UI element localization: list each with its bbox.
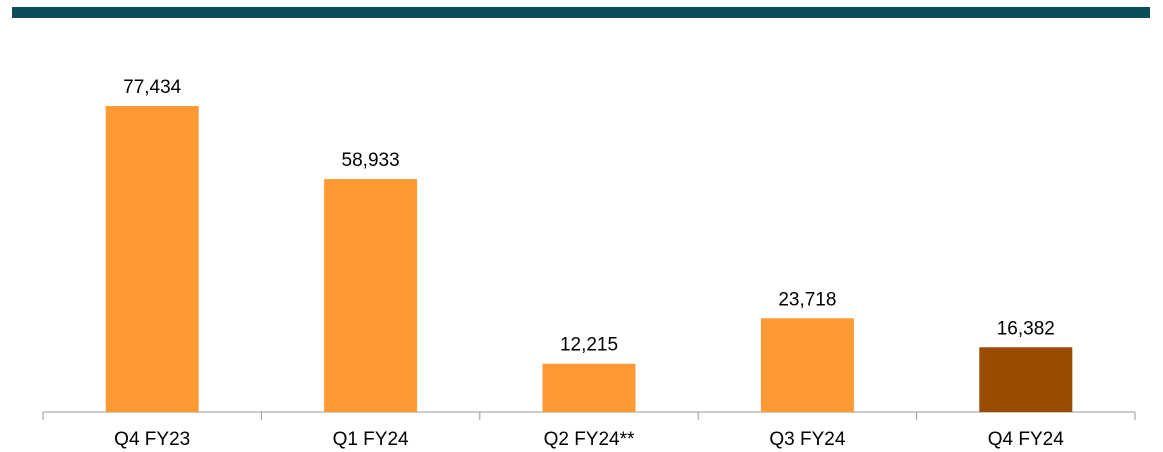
- bar: [760, 318, 854, 412]
- bar: [324, 179, 418, 412]
- x-tick-label: Q2 FY24**: [544, 429, 635, 450]
- data-label: 23,718: [778, 289, 836, 310]
- data-label: 58,933: [342, 150, 400, 171]
- data-label: 77,434: [123, 77, 182, 98]
- data-label: 16,382: [997, 318, 1055, 339]
- x-tick-label: Q3 FY24: [769, 429, 845, 450]
- x-tick-label: Q4 FY23: [114, 429, 190, 450]
- bar: [979, 347, 1073, 412]
- bar: [542, 363, 636, 412]
- header-band: [12, 7, 1150, 18]
- bar: [105, 106, 199, 412]
- x-tick-label: Q1 FY24: [333, 429, 409, 450]
- data-label: 12,215: [560, 335, 618, 356]
- x-tick-label: Q4 FY24: [988, 429, 1064, 450]
